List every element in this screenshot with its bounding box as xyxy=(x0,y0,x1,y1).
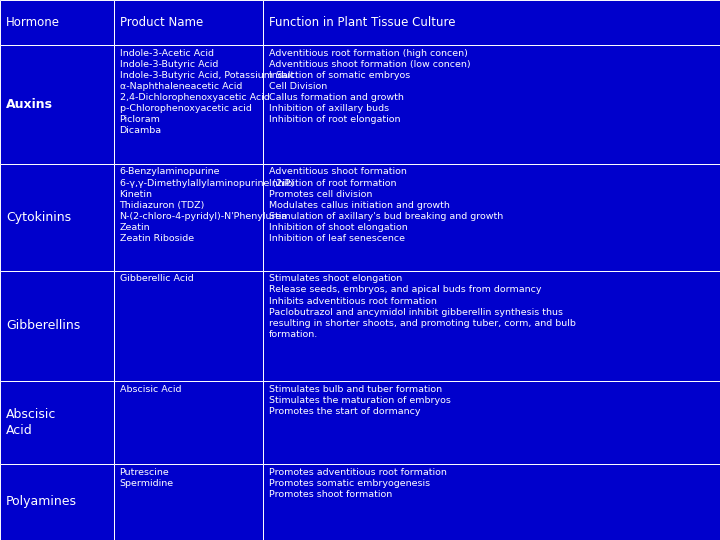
Text: 6-Benzylaminopurine
6-γ,γ-Dimethylallylaminopurine (2iP)
Kinetin
Thidiazuron (TD: 6-Benzylaminopurine 6-γ,γ-Dimethylallyla… xyxy=(120,167,294,243)
Text: Abscisic
Acid: Abscisic Acid xyxy=(6,408,56,437)
Text: Hormone: Hormone xyxy=(6,16,60,29)
Bar xyxy=(114,164,263,271)
Text: Adventitious shoot formation
Inhibition of root formation
Promotes cell division: Adventitious shoot formation Inhibition … xyxy=(269,167,503,243)
Text: Polyamines: Polyamines xyxy=(6,495,77,509)
Bar xyxy=(0,164,114,271)
Bar xyxy=(263,271,720,381)
Bar xyxy=(114,271,263,381)
Text: Function in Plant Tissue Culture: Function in Plant Tissue Culture xyxy=(269,16,455,29)
Bar xyxy=(0,464,114,540)
Text: Cytokinins: Cytokinins xyxy=(6,211,71,224)
Bar xyxy=(0,45,114,164)
Bar xyxy=(114,464,263,540)
Text: Gibberellins: Gibberellins xyxy=(6,319,80,333)
Text: Adventitious root formation (high concen)
Adventitious shoot formation (low conc: Adventitious root formation (high concen… xyxy=(269,49,470,124)
Bar xyxy=(114,45,263,164)
Text: Abscisic Acid: Abscisic Acid xyxy=(120,385,181,394)
Text: Gibberellic Acid: Gibberellic Acid xyxy=(120,274,193,284)
Text: Stimulates shoot elongation
Release seeds, embryos, and apical buds from dormanc: Stimulates shoot elongation Release seed… xyxy=(269,274,575,339)
Text: Product Name: Product Name xyxy=(120,16,203,29)
Text: Promotes adventitious root formation
Promotes somatic embryogenesis
Promotes sho: Promotes adventitious root formation Pro… xyxy=(269,468,446,499)
Bar xyxy=(263,45,720,164)
Bar xyxy=(263,0,720,45)
Bar xyxy=(263,381,720,464)
Bar xyxy=(114,381,263,464)
Text: Putrescine
Spermidine: Putrescine Spermidine xyxy=(120,468,174,488)
Text: Stimulates bulb and tuber formation
Stimulates the maturation of embryos
Promote: Stimulates bulb and tuber formation Stim… xyxy=(269,385,451,416)
Text: Indole-3-Acetic Acid
Indole-3-Butyric Acid
Indole-3-Butyric Acid, Potassium Salt: Indole-3-Acetic Acid Indole-3-Butyric Ac… xyxy=(120,49,294,136)
Bar xyxy=(0,271,114,381)
Bar xyxy=(0,381,114,464)
Bar xyxy=(114,0,263,45)
Bar xyxy=(263,164,720,271)
Bar xyxy=(263,464,720,540)
Bar xyxy=(0,0,114,45)
Text: Auxins: Auxins xyxy=(6,98,53,111)
